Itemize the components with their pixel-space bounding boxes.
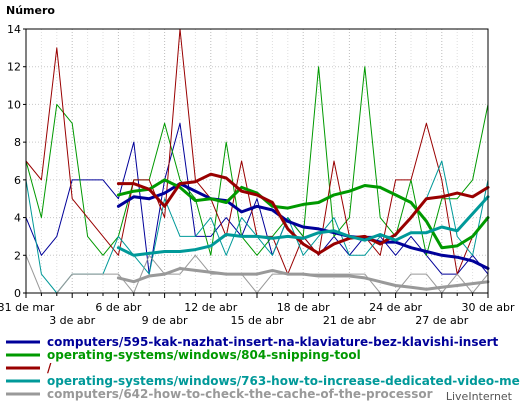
- x-tick-label-2: 6 de abr: [95, 301, 141, 314]
- series-raw-line-0: [25, 122, 489, 275]
- y-axis-ticks: 0 2 4 6 8 10 12 14: [7, 23, 26, 300]
- x-tick-label-9: 27 de abr: [415, 314, 468, 327]
- y-tick-label-5: 10: [7, 98, 21, 111]
- y-tick-label-0: 0: [14, 287, 21, 300]
- y-axis-title: Número: [6, 4, 55, 17]
- x-tick-label-3: 9 de abr: [142, 314, 188, 327]
- legend-label-1: operating-systems/windows/804-snipping-t…: [47, 348, 361, 362]
- legend-label-4: computers/642-how-to-check-the-cache-of-…: [47, 387, 433, 401]
- y-tick-label-4: 8: [14, 136, 21, 149]
- credit-label: LiveInternet: [446, 390, 513, 403]
- legend-label-0: computers/595-kak-nazhat-insert-na-klavi…: [47, 335, 499, 349]
- x-tick-label-4: 12 de abr: [184, 301, 237, 314]
- y-tick-label-2: 4: [14, 212, 21, 225]
- x-tick-label-5: 15 de abr: [231, 314, 284, 327]
- y-tick-label-7: 14: [7, 23, 21, 36]
- series-avg-line-3: [116, 195, 490, 257]
- x-tick-label-0: 31 de mar: [0, 301, 55, 314]
- grid-lines: [26, 29, 488, 293]
- y-tick-label-3: 6: [14, 174, 21, 187]
- average-series-lines: [116, 172, 490, 291]
- series-avg-line-1: [116, 178, 490, 250]
- x-tick-label-7: 21 de abr: [323, 314, 376, 327]
- x-tick-label-6: 18 de abr: [277, 301, 330, 314]
- x-tick-label-1: 3 de abr: [49, 314, 95, 327]
- series-avg-line-2: [116, 172, 490, 255]
- x-tick-label-10: 30 de abr: [462, 301, 515, 314]
- x-tick-label-8: 24 de abr: [369, 301, 422, 314]
- series-avg-line-4: [116, 267, 490, 291]
- y-tick-label-6: 12: [7, 61, 21, 74]
- legend-label-3: operating-systems/windows/763-how-to-inc…: [47, 374, 520, 388]
- legend: computers/595-kak-nazhat-insert-na-klavi…: [6, 335, 520, 401]
- y-tick-label-1: 2: [14, 249, 21, 262]
- legend-label-2: /: [47, 361, 52, 375]
